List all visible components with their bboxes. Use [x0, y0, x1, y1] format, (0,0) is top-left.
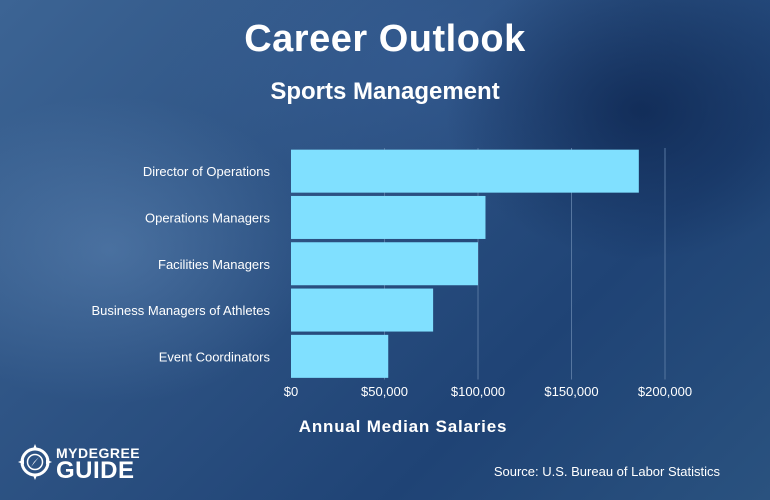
bar — [291, 288, 434, 332]
category-label: Operations Managers — [145, 210, 271, 225]
mydegreeguide-logo: MYDEGREE GUIDE — [18, 442, 148, 486]
bar — [291, 334, 389, 378]
logo-text-bottom: GUIDE — [56, 457, 135, 484]
x-tick-label: $200,000 — [638, 384, 692, 399]
chart-title: Career Outlook — [244, 18, 526, 60]
x-axis-label: Annual Median Salaries — [298, 417, 508, 436]
chart-subtitle: Sports Management — [270, 78, 500, 105]
x-tick-label: $50,000 — [361, 384, 408, 399]
logo-text-top: MYDEGREE — [56, 445, 141, 461]
x-tick-label: $150,000 — [544, 384, 598, 399]
source-note: Source: U.S. Bureau of Labor Statistics — [493, 464, 720, 479]
x-tick-label: $0 — [284, 384, 298, 399]
category-label: Business Managers of Athletes — [92, 303, 271, 318]
compass-icon — [18, 444, 52, 480]
category-label: Director of Operations — [143, 164, 271, 179]
category-label: Facilities Managers — [158, 257, 270, 272]
x-tick-label: $100,000 — [451, 384, 505, 399]
bar — [291, 242, 478, 286]
category-label: Event Coordinators — [159, 349, 271, 364]
bar — [291, 149, 639, 193]
bar — [291, 195, 486, 239]
